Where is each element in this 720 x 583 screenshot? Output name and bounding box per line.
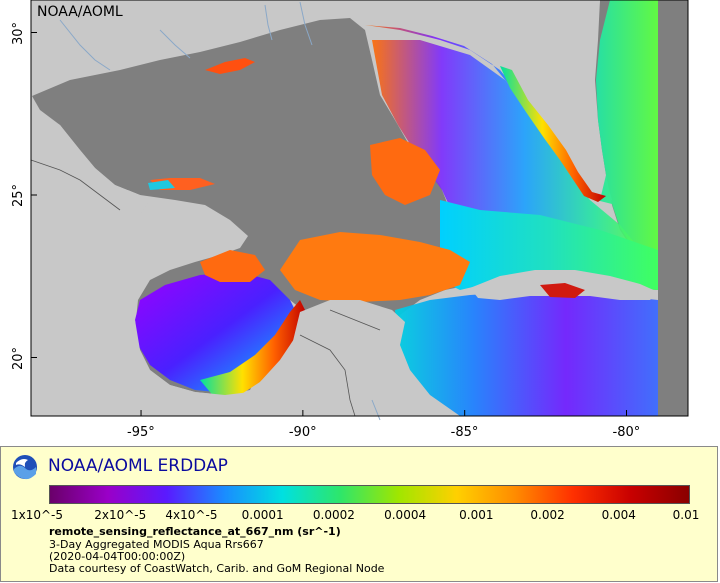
courtesy-line: Data courtesy of CoastWatch, Carib. and …: [49, 562, 385, 575]
dataset-line: 3-Day Aggregated MODIS Aqua Rrs667: [49, 538, 264, 551]
latitude-ticks: [31, 32, 37, 358]
northern-orange-streak: [205, 58, 255, 74]
orange-patch-loop: [280, 232, 470, 302]
time-line: (2020-04-04T00:00:00Z): [49, 550, 186, 563]
cuba-coast-red: [540, 283, 585, 298]
orange-patch-west: [200, 250, 265, 282]
gulf-of-mexico-map: [30, 0, 689, 421]
map-frame: [30, 0, 689, 417]
lat-tick-label: 25°: [11, 183, 26, 207]
colorbar-tick-label: 2x10^-5: [94, 508, 147, 522]
colorbar-tick-label: 1x10^-5: [10, 508, 64, 522]
colorbar-tick-label: 0.001: [459, 508, 494, 522]
colorbar: [49, 485, 690, 504]
colorbar-tick-label: 0.0004: [384, 508, 427, 522]
swath-florida-shelf: [372, 40, 650, 262]
colorbar-tick-label: 0.004: [601, 508, 636, 522]
variable-name: remote_sensing_reflectance_at_667_nm (sr…: [49, 525, 341, 538]
noaa-logo-icon: [13, 455, 37, 480]
map-credit: NOAA/AOML: [37, 4, 123, 20]
unsampled-strip: [658, 0, 688, 416]
campeche-coast-band: [200, 300, 306, 398]
colorbar-tick-label: 4x10^-5: [165, 508, 218, 522]
lat-tick-label: 30°: [11, 21, 26, 45]
yucatan-peninsula: [285, 300, 405, 416]
swath-caribbean: [395, 292, 658, 416]
swath-east-gulf: [365, 0, 658, 272]
lon-tick-label: -80°: [612, 425, 641, 440]
legend-panel: NOAA/AOML ERDDAP 1x10^-5 2x10^-5 4x10^-5 0.…: [0, 446, 718, 582]
florida-coast-band: [500, 66, 606, 202]
lon-tick-label: -90°: [288, 425, 317, 440]
colorbar-tick-label: 0.0001: [241, 508, 284, 522]
swath-straits: [440, 200, 658, 290]
lat-tick-label: 20°: [11, 346, 26, 370]
colorbar-tick-label: 0.0002: [312, 508, 355, 522]
colorbar-tick-label: 0.002: [530, 508, 565, 522]
mexico-mainland: [31, 110, 275, 416]
orange-patch-central: [370, 138, 440, 205]
legend-title: NOAA/AOML ERDDAP: [48, 456, 228, 476]
florida-peninsula: [350, 0, 612, 205]
longitude-ticks: [140, 410, 628, 416]
map-panel: NOAA/AOML 30° 25° 20° -95° -90° -85° -80°: [11, 0, 689, 440]
political-borders: [30, 159, 381, 417]
lon-tick-label: -95°: [127, 425, 155, 440]
cyan-streak-west: [148, 180, 175, 190]
rivers: [59, 1, 381, 421]
lon-tick-label: -85°: [450, 425, 479, 440]
colorbar-tick-label: 0.01: [672, 508, 700, 522]
